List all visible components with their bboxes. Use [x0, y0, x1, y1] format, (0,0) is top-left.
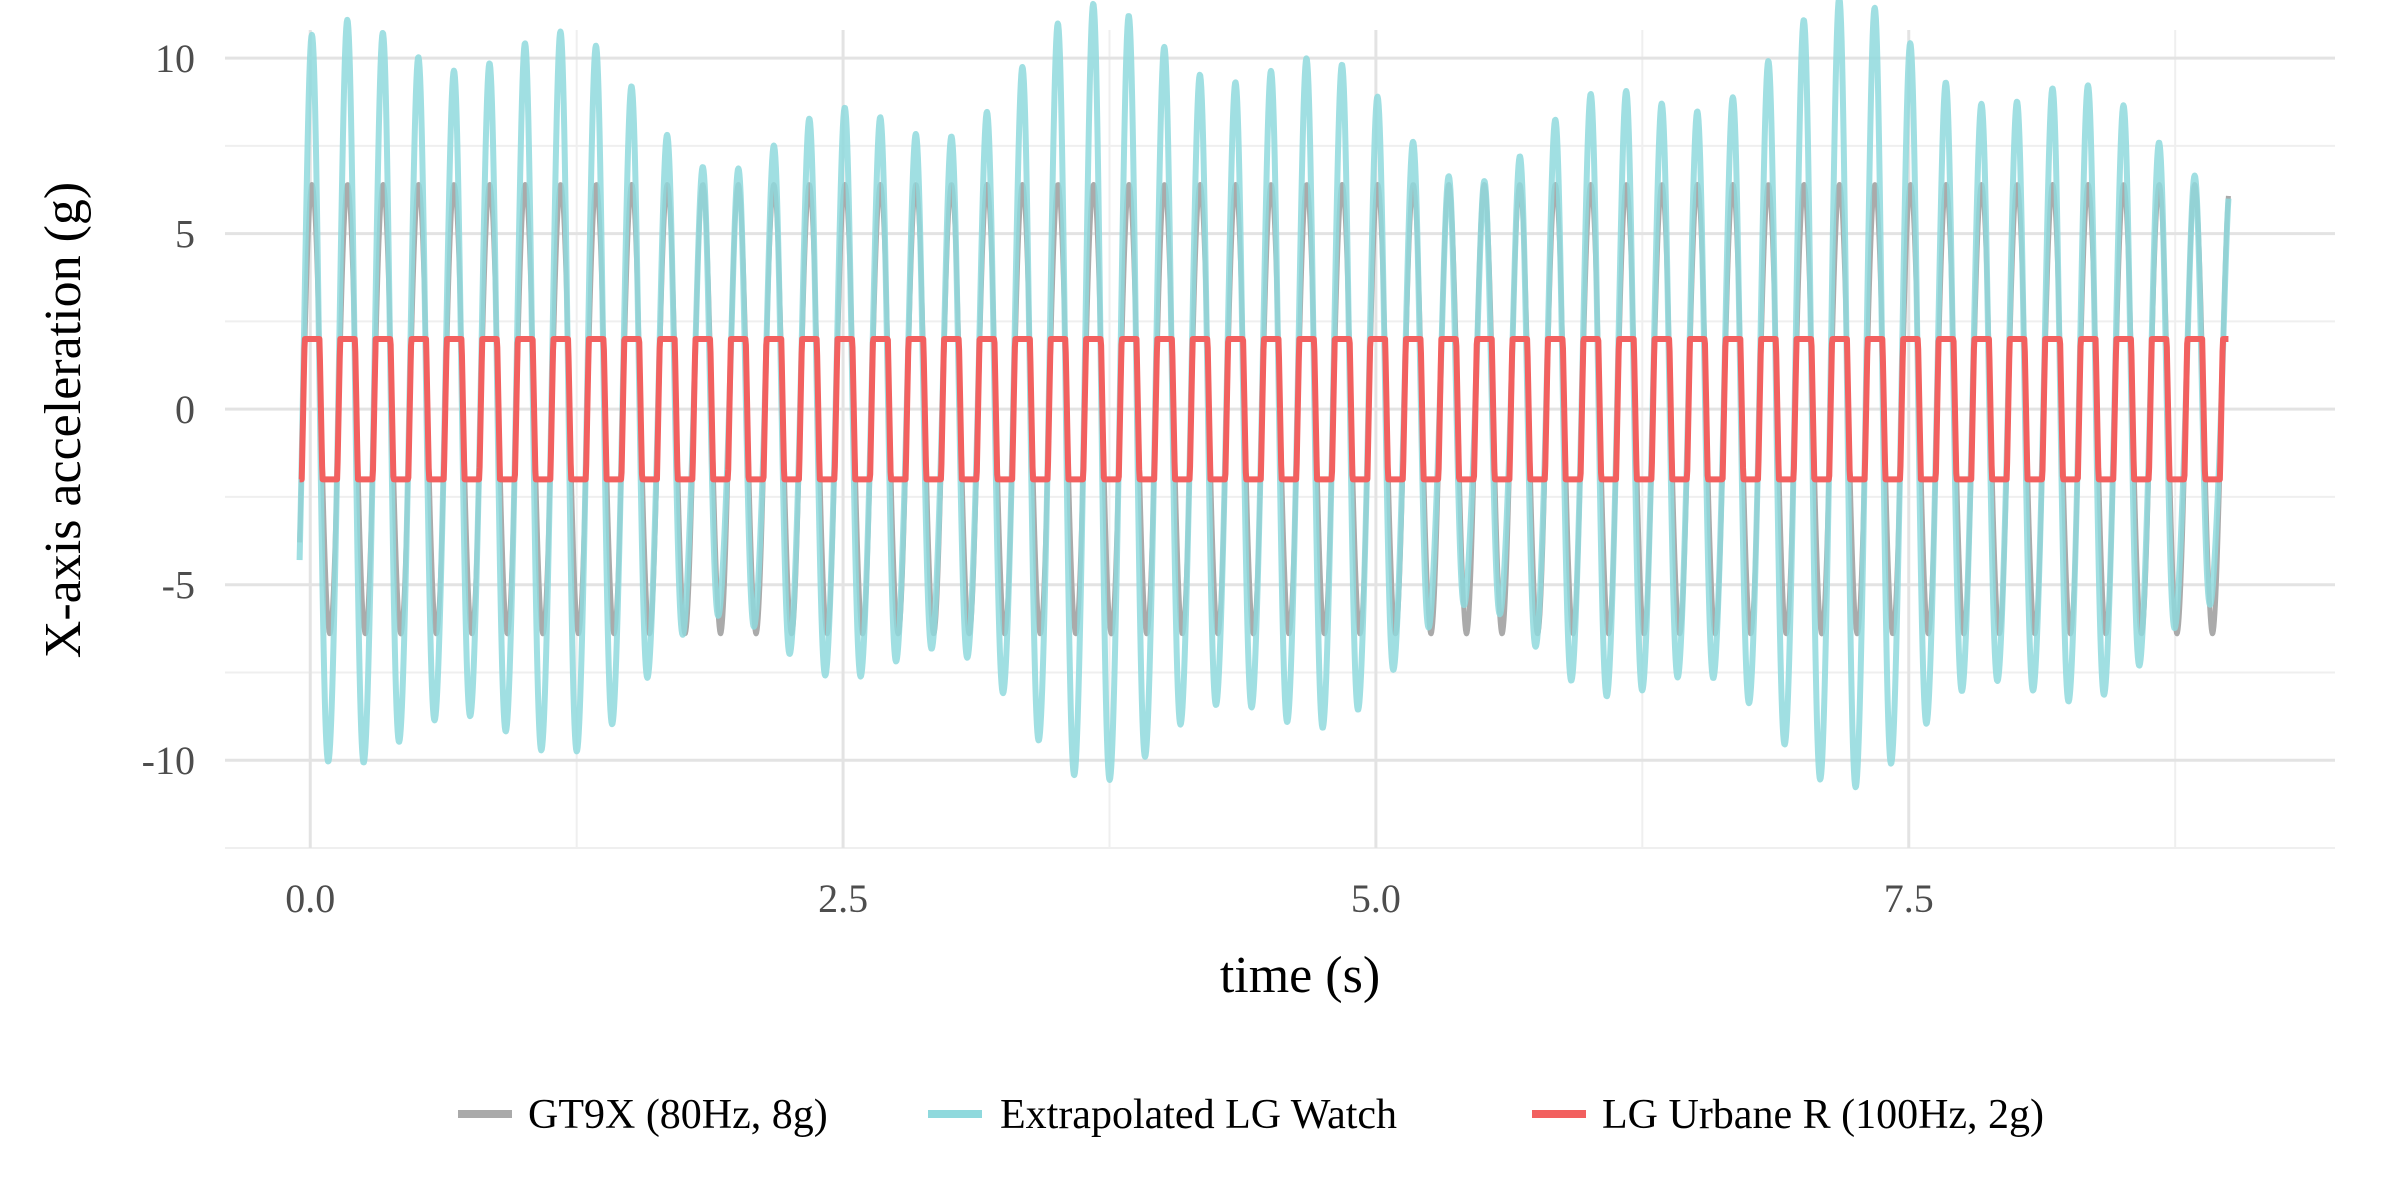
tick-labels: 0.0 2.5 5.0 7.5 -10 -5 0 5 10: [142, 36, 1934, 921]
y-axis-title: X-axis acceleration (g): [35, 182, 92, 658]
x-tick-label: 2.5: [818, 876, 868, 921]
legend-label-gt9x: GT9X (80Hz, 8g): [528, 1092, 828, 1138]
y-tick-label: -10: [142, 738, 195, 783]
x-tick-label: 0.0: [285, 876, 335, 921]
y-tick-label: 0: [175, 387, 195, 432]
series-layer: [296, 0, 2232, 791]
legend-label-lg-urbane: LG Urbane R (100Hz, 2g): [1602, 1092, 2044, 1138]
legend-label-extrapolated: Extrapolated LG Watch: [1000, 1092, 1397, 1138]
x-tick-label: 5.0: [1351, 876, 1401, 921]
y-tick-label: 10: [155, 36, 195, 81]
y-tick-label: 5: [175, 212, 195, 257]
y-tick-label: -5: [162, 563, 195, 608]
x-tick-label: 7.5: [1884, 876, 1934, 921]
series-line-lg-urbane: [297, 335, 2231, 483]
legend: GT9X (80Hz, 8g) Extrapolated LG Watch LG…: [458, 1092, 2044, 1138]
x-axis-title: time (s): [1220, 947, 1380, 1004]
